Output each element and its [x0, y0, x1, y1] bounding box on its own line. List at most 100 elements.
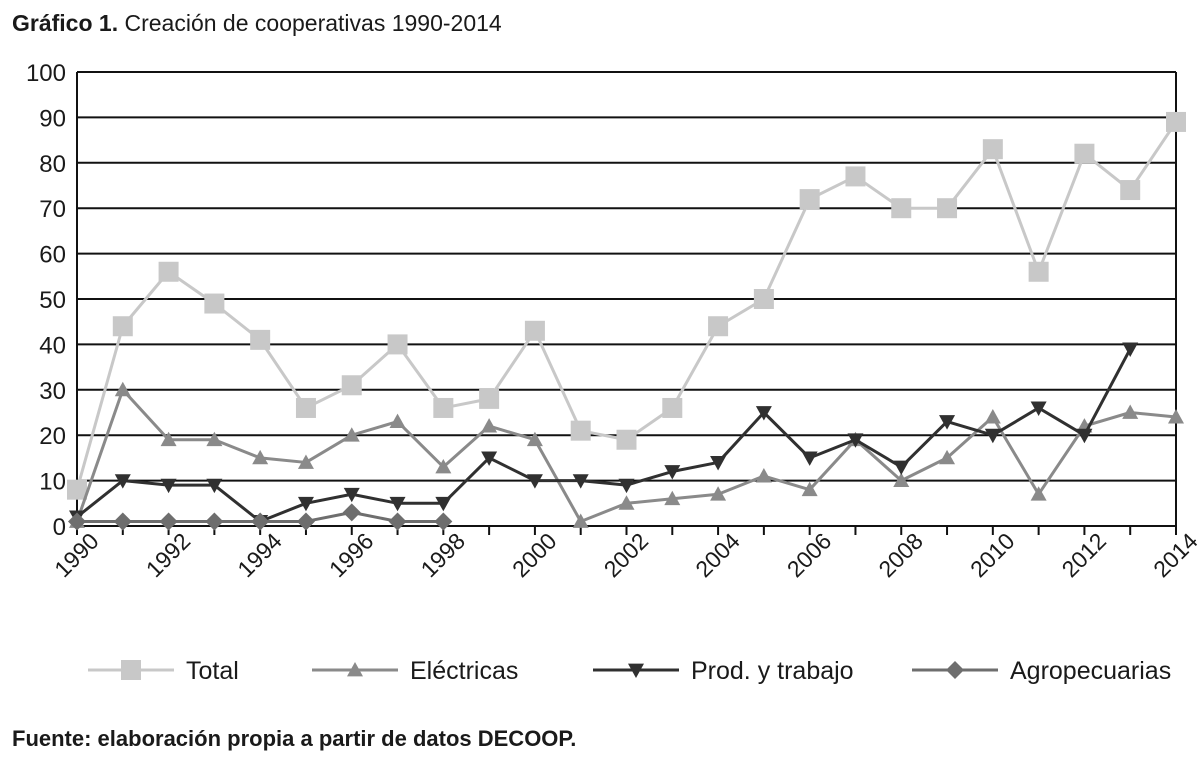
data-point: [1166, 111, 1186, 132]
data-point: [67, 479, 87, 500]
data-point: [343, 487, 360, 503]
y-tick-label: 60: [39, 242, 66, 269]
y-tick-label: 70: [39, 196, 66, 223]
series-0: [67, 111, 1186, 500]
x-tick-label: 1994: [232, 528, 287, 583]
x-tick-label: 1992: [141, 528, 196, 583]
data-point: [893, 472, 910, 487]
data-point: [847, 433, 864, 448]
y-tick-label: 50: [39, 287, 66, 314]
data-point: [251, 512, 270, 531]
legend: Total Eléctricas Prod. y trabajo Agropecuar…: [88, 657, 1171, 685]
data-point: [524, 320, 545, 341]
data-point: [1168, 409, 1184, 424]
y-tick-label: 90: [39, 105, 66, 132]
x-tick-label: 2014: [1148, 528, 1200, 583]
data-point: [1030, 401, 1047, 416]
data-point: [937, 198, 958, 219]
data-point: [664, 465, 681, 480]
data-point: [618, 478, 635, 494]
data-point: [845, 166, 866, 187]
data-point: [1122, 342, 1139, 357]
y-tick-label: 10: [39, 469, 66, 496]
data-point: [710, 486, 727, 501]
series-layer: [67, 111, 1186, 531]
data-point: [982, 139, 1003, 160]
legend-marker: [121, 660, 141, 680]
data-point: [389, 413, 406, 428]
data-point: [708, 316, 729, 337]
data-point: [113, 512, 132, 531]
data-point: [570, 420, 591, 441]
legend-item: Eléctricas: [312, 657, 518, 685]
data-point: [1028, 261, 1049, 282]
x-tick-label: 2004: [690, 528, 745, 583]
data-point: [250, 329, 271, 350]
data-point: [618, 495, 635, 510]
data-point: [435, 496, 452, 512]
data-point: [755, 468, 772, 483]
data-point: [206, 478, 223, 494]
data-point: [1122, 404, 1139, 419]
series-3: [68, 503, 453, 531]
data-point: [481, 418, 498, 433]
x-tick-label: 1996: [324, 528, 379, 583]
data-point: [481, 451, 498, 466]
chart-title: Gráfico 1. Creación de cooperativas 1990…: [12, 10, 502, 37]
data-point: [710, 456, 727, 471]
data-point: [1074, 143, 1095, 164]
data-point: [526, 431, 543, 447]
data-point: [205, 512, 224, 531]
data-point: [297, 496, 314, 512]
x-tick-label: 1998: [415, 528, 470, 583]
x-tick-label: 2006: [782, 528, 837, 583]
data-point: [160, 478, 177, 494]
data-point: [435, 458, 452, 474]
y-tick-label: 0: [53, 514, 66, 541]
data-point: [616, 429, 637, 450]
data-point: [572, 513, 589, 528]
chart-title-label: Gráfico 1.: [12, 10, 119, 36]
data-point: [343, 427, 360, 442]
data-point: [662, 397, 683, 418]
data-point: [799, 189, 820, 210]
legend-label: Prod. y trabajo: [691, 657, 854, 685]
data-point: [434, 512, 453, 531]
data-point: [68, 512, 86, 531]
data-point: [112, 316, 133, 337]
data-point: [160, 431, 177, 447]
y-tick-label: 80: [39, 151, 66, 178]
data-point: [891, 198, 912, 219]
data-point: [939, 415, 956, 430]
data-point: [893, 460, 910, 475]
data-point: [252, 449, 269, 465]
legend-item: Prod. y trabajo: [593, 657, 854, 685]
data-point: [159, 512, 178, 531]
data-point: [1120, 180, 1141, 201]
data-point: [526, 474, 543, 489]
data-point: [755, 406, 772, 421]
data-point: [341, 375, 362, 396]
legend-item: Agropecuarias: [912, 657, 1171, 685]
data-point: [388, 512, 407, 531]
data-point: [984, 428, 1001, 444]
data-point: [387, 334, 408, 355]
x-tick-label: 2002: [599, 528, 654, 583]
data-point: [801, 481, 818, 497]
source-note: Fuente: elaboración propia a partir de d…: [12, 726, 577, 751]
data-point: [1076, 428, 1093, 444]
y-tick-label: 100: [26, 60, 66, 87]
x-tick-label: 2000: [507, 528, 562, 583]
legend-marker: [347, 662, 363, 677]
data-point: [295, 397, 316, 418]
legend-item: Total: [88, 657, 239, 685]
legend-marker: [628, 663, 644, 678]
y-tick-label: 40: [39, 332, 66, 359]
data-point: [572, 474, 589, 489]
data-point: [433, 397, 454, 418]
chart-title-text: Creación de cooperativas 1990-2014: [124, 10, 502, 36]
data-point: [204, 293, 225, 314]
y-tick-label: 30: [39, 378, 66, 405]
data-point: [479, 388, 500, 409]
legend-marker: [946, 661, 964, 679]
